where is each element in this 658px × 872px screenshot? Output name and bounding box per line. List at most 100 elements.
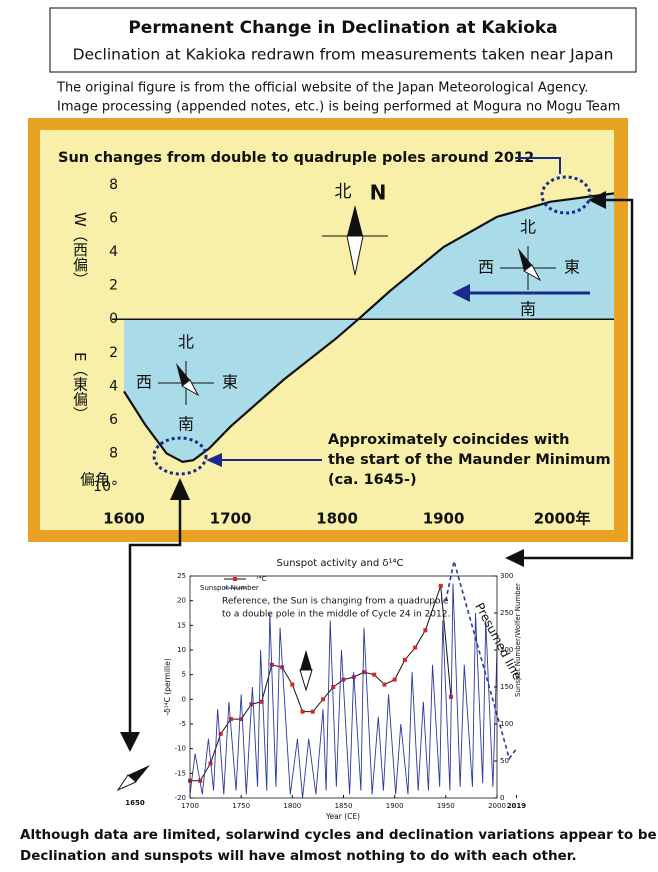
annotation: Sun changes from double to quadruple pol… [58, 150, 534, 166]
point [259, 699, 264, 704]
compass-w: 西 [136, 373, 152, 392]
y-tick-label: -5 [179, 720, 186, 728]
arrowhead [505, 549, 524, 567]
title: Permanent Change in Declination at Kakio… [128, 18, 557, 38]
y2-tick-label: 250 [500, 609, 513, 617]
side-label: 1650 [125, 799, 145, 807]
y-tick-label: 25 [177, 572, 186, 580]
y-tick-label: 8 [109, 177, 118, 193]
x-tick-label: 1900 [386, 802, 404, 810]
point [423, 628, 428, 633]
x-axis-label: Year (CE) [325, 812, 360, 821]
x-tick-label: 1800 [316, 510, 358, 528]
needle [116, 650, 313, 792]
arrowhead [170, 478, 190, 500]
y-tick-label: 6 [109, 412, 118, 428]
x-tick-label: 1900 [423, 510, 465, 528]
compass-s: 南 [178, 415, 194, 434]
needle [181, 379, 200, 397]
y-tick-label: 4 [109, 378, 118, 394]
compass-s: 南 [520, 300, 536, 319]
y-label-east: E（東偏） [71, 352, 89, 421]
subtitle: Declination at Kakioka redrawn from meas… [73, 46, 614, 64]
y-tick-label: -15 [175, 769, 186, 777]
y-tick-label: 0 [109, 311, 118, 327]
point [300, 709, 305, 714]
x-tick-label: 2000年 [534, 510, 591, 528]
highlight [152, 436, 208, 476]
y2-tick-label: 150 [500, 683, 513, 691]
compass-n: 北 [520, 218, 536, 237]
compass-w: 西 [478, 258, 494, 277]
compass-n: 北 [178, 333, 194, 352]
point [382, 682, 387, 687]
point [321, 697, 326, 702]
x-tick-label: 1850 [335, 802, 353, 810]
y-tick-label: 10° [93, 479, 118, 495]
y2-axis-label: Sunspot Number/Wolfer Number [514, 583, 522, 697]
point [218, 731, 223, 736]
highlight [540, 175, 592, 215]
note: The original figure is from the official… [56, 81, 588, 96]
x-tick-label: 1700 [210, 510, 252, 528]
y2-tick-label: 300 [500, 572, 513, 580]
north-kanji: 北 [335, 182, 352, 202]
connector [520, 198, 634, 560]
y-tick-label: 5 [182, 671, 186, 679]
note: to a double pole in the middle of Cycle … [222, 610, 450, 620]
y-tick-label: -10 [175, 745, 186, 753]
needle [347, 205, 363, 236]
x-tick-label: 2019 [507, 802, 527, 810]
y-tick-label: 4 [109, 244, 118, 260]
x-tick-label: 1700 [181, 802, 199, 810]
y-tick-label: 2 [109, 278, 118, 294]
x-tick-label: 1600 [103, 510, 145, 528]
x-tick-label: 1750 [232, 802, 250, 810]
y-tick-label: 2 [109, 345, 118, 361]
footer: Although data are limited, solarwind cyc… [20, 827, 658, 843]
arrowhead [120, 732, 140, 752]
note: Image processing (appended notes, etc.) … [57, 100, 620, 115]
legend-label: ¹⁴C [256, 575, 267, 583]
point [331, 685, 336, 689]
y-label-west: W（西偏） [71, 212, 89, 287]
y-tick-label: 6 [109, 211, 118, 227]
presumed-line [445, 560, 518, 761]
arrowheads [120, 191, 606, 752]
y-tick-label: -20 [175, 794, 186, 802]
north-letter: N [370, 181, 387, 205]
point [438, 583, 443, 588]
needle [346, 235, 364, 276]
needle [176, 363, 190, 386]
annotation: Approximately coincides with [328, 432, 569, 448]
title-box [49, 7, 637, 73]
pointer-head [206, 453, 222, 467]
y-label-unit: 偏角 [80, 471, 110, 489]
point [310, 709, 315, 714]
series-line [189, 583, 498, 799]
y-tick-label: 15 [177, 621, 186, 629]
point [392, 677, 397, 682]
y2-tick-label: 100 [500, 720, 513, 728]
chart-title: Sunspot activity and δ¹⁴C [277, 558, 404, 569]
annotation: the start of the Maunder Minimum [328, 452, 611, 468]
footer: Declination and sunspots will have almos… [20, 848, 577, 864]
point [228, 717, 233, 722]
point [402, 657, 407, 662]
point [372, 672, 377, 677]
y-axis-label: -δ¹⁴C (permille) [163, 658, 172, 715]
y-tick-label: 20 [177, 597, 186, 605]
y-tick-label: 0 [182, 695, 186, 703]
y2-tick-label: 0 [500, 794, 504, 802]
x-tick-label: 1950 [437, 802, 455, 810]
flow-arrow-head [452, 284, 470, 302]
note: Reference, the Sun is changing from a qu… [222, 597, 449, 607]
legend-label: Sunspot Number [200, 584, 259, 592]
area [124, 193, 614, 462]
point [413, 645, 418, 650]
point [290, 682, 295, 687]
y-tick-label: 8 [109, 445, 118, 461]
connectors [128, 198, 634, 735]
pointer [515, 157, 561, 174]
